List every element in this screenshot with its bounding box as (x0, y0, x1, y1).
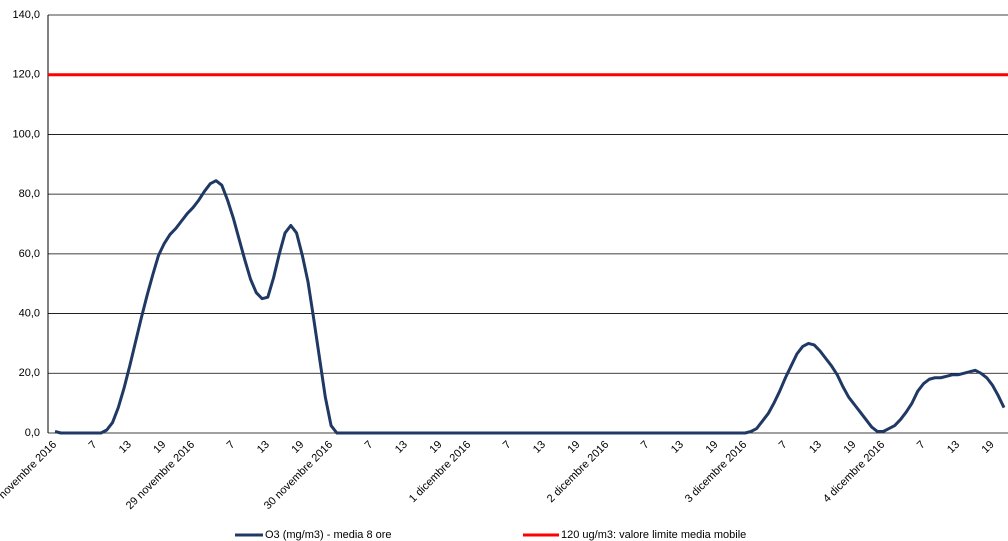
x-tick-label: 13 (117, 439, 134, 456)
legend-label: 120 ug/m3: valore limite media mobile (561, 529, 746, 541)
y-tick-label: 120,0 (12, 69, 40, 81)
y-tick-label: 80,0 (19, 188, 40, 200)
x-tick-label: 28 novembre 2016 (0, 439, 59, 512)
x-tick-label: 13 (807, 439, 824, 456)
x-tick-label: 19 (427, 439, 444, 456)
x-tick-label: 13 (945, 439, 962, 456)
x-tick-label: 19 (289, 439, 306, 456)
x-tick-label: 7 (363, 439, 376, 452)
x-tick-label: 7 (87, 439, 100, 452)
x-tick-label: 13 (393, 439, 410, 456)
y-tick-label: 140,0 (12, 9, 40, 21)
x-tick-label: 7 (225, 439, 238, 452)
x-tick-label: 19 (980, 439, 997, 456)
y-tick-label: 60,0 (19, 248, 40, 260)
x-tick-label: 19 (151, 439, 168, 456)
x-tick-label: 13 (255, 439, 272, 456)
y-tick-label: 0,0 (25, 427, 40, 439)
legend-label: O3 (mg/m3) - media 8 ore (265, 529, 392, 541)
x-tick-label: 13 (531, 439, 548, 456)
x-tick-label: 7 (915, 439, 928, 452)
data-line (54, 179, 1006, 435)
x-tick-label: 13 (669, 439, 686, 456)
x-tick-label: 19 (703, 439, 720, 456)
y-tick-label: 100,0 (12, 128, 40, 140)
x-tick-label: 7 (777, 439, 790, 452)
x-tick-label: 7 (639, 439, 652, 452)
x-tick-label: 19 (565, 439, 582, 456)
x-tick-label: 19 (841, 439, 858, 456)
x-tick-label: 7 (501, 439, 514, 452)
y-tick-label: 40,0 (19, 307, 40, 319)
y-tick-label: 20,0 (19, 367, 40, 379)
